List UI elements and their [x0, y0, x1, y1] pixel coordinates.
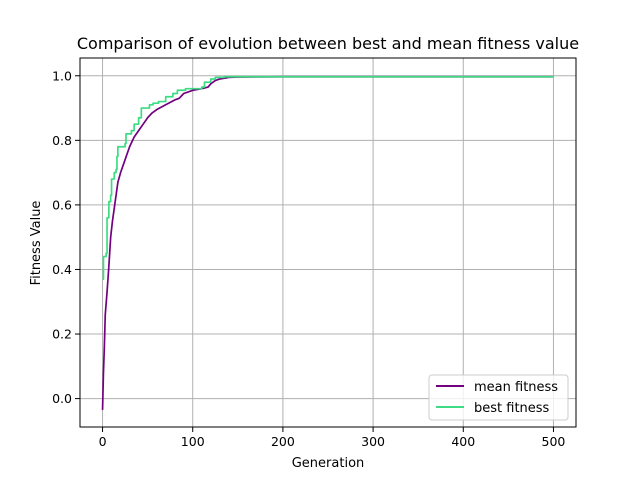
- y-tick-label: 0.4: [52, 262, 72, 277]
- y-tick-label: 0.0: [52, 391, 72, 406]
- grid-lines: [80, 58, 576, 427]
- series-group: [101, 75, 554, 410]
- x-tick-label: 0: [99, 434, 107, 449]
- plot-area-frame: [79, 57, 577, 428]
- x-tick-label: 100: [181, 434, 205, 449]
- y-tick-label: 0.8: [52, 133, 72, 148]
- tick-group: 0 100 200 300 400 500 0.0 0.2 0.4 0.6 0.8 1.0: [52, 68, 565, 449]
- y-tick-label: 0.6: [52, 197, 72, 212]
- chart-title: Comparison of evolution between best and…: [77, 34, 579, 53]
- x-axis-label: Generation: [292, 456, 365, 471]
- legend-label-best-fitness: best fitness: [474, 401, 550, 416]
- series-line-mean-fitness: [101, 75, 554, 410]
- x-tick-label: 200: [271, 434, 295, 449]
- x-tick-label: 500: [542, 434, 566, 449]
- x-tick-label: 300: [361, 434, 385, 449]
- y-tick-label: 1.0: [52, 68, 72, 83]
- legend-label-mean-fitness: mean fitness: [474, 380, 558, 395]
- y-axis-label: Fitness Value: [29, 201, 44, 286]
- y-tick-label: 0.2: [52, 327, 72, 342]
- plot-area-background: [80, 58, 576, 427]
- series-line-best-fitness: [102, 75, 554, 280]
- x-tick-label: 400: [451, 434, 475, 449]
- legend: mean fitness best fitness: [428, 374, 569, 421]
